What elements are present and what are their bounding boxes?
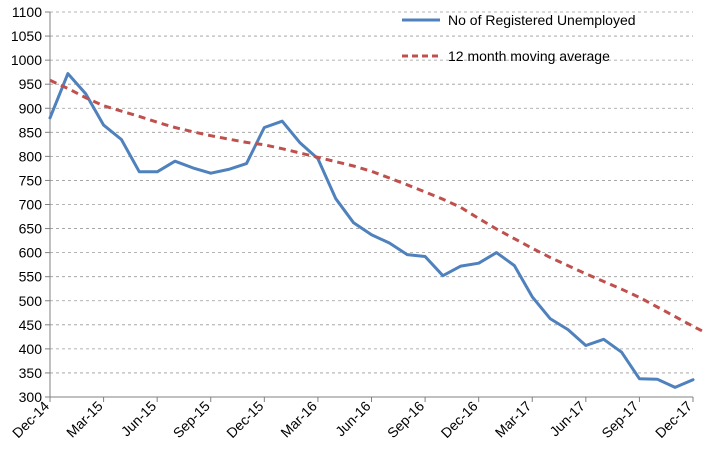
x-tick-labels: Dec-14 Mar-15 Jun-15 Sep-15 Dec-15 Mar-16 Jun-…: [9, 398, 695, 441]
x-tick-label: Jun-16: [332, 398, 374, 440]
legend: No of Registered Unemployed 12 month mov…: [402, 12, 636, 64]
y-tick-label: 1000: [11, 52, 42, 68]
x-tick-label: Dec-15: [223, 398, 266, 441]
x-tick-label: Mar-17: [492, 398, 535, 441]
y-tick-label: 800: [19, 148, 43, 164]
y-tick-label: 600: [19, 245, 43, 261]
x-tick-label: Mar-16: [277, 398, 320, 441]
legend-label-moving-average: 12 month moving average: [448, 48, 610, 64]
y-tick-label: 750: [19, 172, 43, 188]
axes: [45, 11, 694, 402]
y-tick-label: 400: [19, 341, 43, 357]
y-tick-label: 300: [19, 389, 43, 405]
y-tick-labels: 300 350 400 450 500 550 600 650 700 750 800 850 900 9…: [11, 4, 42, 405]
y-tick-label: 450: [19, 317, 43, 333]
x-tick-label: Sep-17: [598, 398, 641, 441]
y-tick-label: 700: [19, 197, 43, 213]
x-tick-label: Sep-16: [384, 398, 427, 441]
legend-label-registered-unemployed: No of Registered Unemployed: [448, 12, 636, 28]
x-tick-label: Mar-15: [63, 398, 106, 441]
x-tick-label: Jun-15: [118, 398, 160, 440]
y-tick-label: 900: [19, 100, 43, 116]
x-tick-label: Sep-15: [170, 398, 213, 441]
y-tick-label: 1100: [12, 4, 42, 20]
y-tick-label: 500: [19, 293, 43, 309]
x-tick-label: Jun-17: [546, 398, 588, 440]
x-tick-label: Dec-17: [652, 398, 695, 441]
series-line-moving-average: [49, 78, 703, 334]
y-tick-label: 950: [19, 76, 43, 92]
x-tick-label: Dec-16: [438, 398, 481, 441]
y-tick-label: 1050: [11, 28, 42, 44]
gridlines: [50, 11, 693, 374]
series-line-registered-unemployed: [48, 72, 695, 389]
series-lines: [48, 72, 703, 389]
y-tick-label: 350: [19, 365, 43, 381]
y-tick-label: 550: [19, 269, 43, 285]
y-tick-label: 850: [19, 124, 43, 140]
y-tick-label: 650: [19, 221, 43, 237]
